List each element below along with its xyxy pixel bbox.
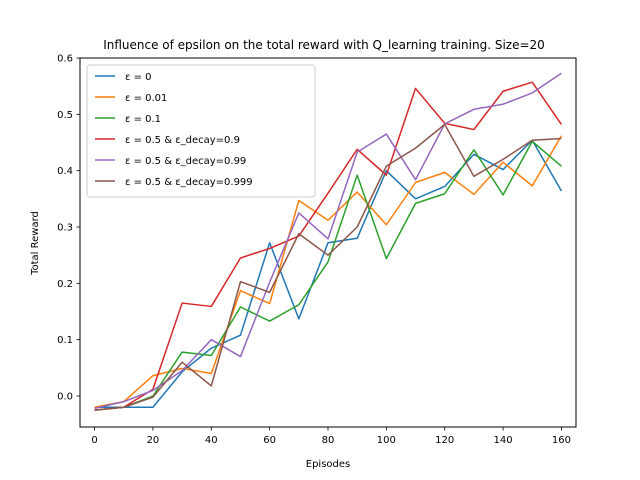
x-tick-label: 160 (552, 435, 571, 446)
series-line-4 (94, 81, 563, 411)
x-axis-label: Episodes (306, 459, 350, 470)
y-axis-label: Total Reward (30, 211, 41, 276)
y-tick-label: 0.6 (57, 54, 73, 65)
series-line-3 (94, 140, 562, 411)
x-tick-label: 100 (377, 435, 396, 446)
legend-label: ε = 0.1 (125, 114, 161, 125)
legend: ε = 0 ε = 0.01 ε = 0.1 ε = 0.5 & ε_decay=0.… (86, 64, 316, 198)
legend-box (86, 64, 316, 198)
series-line-2 (94, 135, 563, 409)
x-tick-label: 40 (205, 435, 218, 446)
y-tick-label: 0.0 (57, 392, 73, 403)
x-tick-label: 60 (263, 435, 276, 446)
x-tick-label: 120 (435, 435, 454, 446)
legend-label: ε = 0.01 (125, 93, 167, 104)
legend-label: ε = 0.5 & ε_decay=0.9 (125, 135, 240, 146)
y-tick-label: 0.1 (57, 335, 73, 346)
legend-label: ε = 0.5 & ε_decay=0.99 (125, 156, 246, 167)
x-tick-label: 0 (91, 435, 97, 446)
x-tick-label: 80 (322, 435, 335, 446)
legend-label: ε = 0 (125, 72, 152, 83)
y-tick-label: 0.2 (57, 279, 73, 290)
x-tick-label: 140 (494, 435, 513, 446)
y-tick-label: 0.3 (57, 223, 73, 234)
legend-label: ε = 0.5 & ε_decay=0.999 (125, 177, 253, 188)
series-line-1 (94, 139, 563, 409)
series-lines (94, 72, 563, 411)
series-line-5 (94, 72, 562, 410)
y-axis-ticks: 0.0 0.1 0.2 0.3 0.4 0.5 0.6 (57, 54, 80, 403)
chart-title: Influence of epsilon on the total reward… (103, 38, 545, 52)
x-tick-label: 20 (147, 435, 160, 446)
y-tick-label: 0.5 (57, 110, 73, 121)
series-line-6 (94, 123, 562, 411)
y-tick-label: 0.4 (57, 166, 73, 177)
x-axis-ticks: 0 20 40 60 80 100 120 140 160 (91, 427, 571, 446)
